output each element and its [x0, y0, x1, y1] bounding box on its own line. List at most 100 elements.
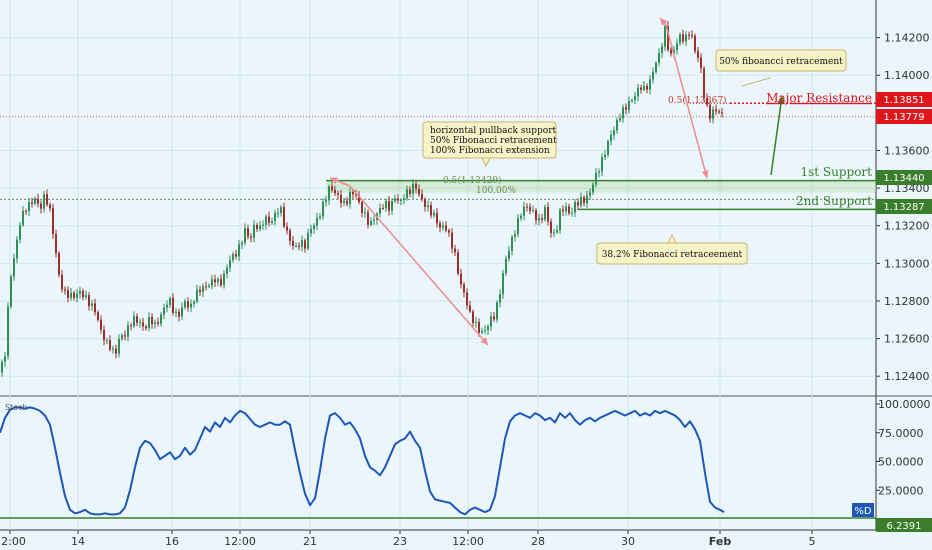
candle-body — [172, 298, 174, 313]
candle-body — [283, 207, 285, 227]
candle-body — [115, 348, 117, 354]
candle-body — [631, 100, 633, 102]
candle-body — [490, 316, 492, 327]
candle-body — [187, 301, 189, 308]
candle-body — [499, 294, 501, 303]
price-tick-label: 1.13400 — [884, 182, 930, 195]
stoch-d-tag-bg — [852, 503, 874, 517]
candle-body — [124, 335, 126, 337]
second-support-label: 2nd Support — [796, 194, 872, 208]
candle-body — [595, 172, 597, 185]
candle-body — [382, 208, 384, 210]
candle-body — [91, 303, 93, 307]
candle-body — [364, 212, 366, 214]
price-tick-label: 1.12800 — [884, 295, 930, 308]
candle-body — [262, 224, 264, 226]
candle-body — [547, 207, 549, 222]
stoch-tick-label: 25.0000 — [878, 484, 924, 497]
candle-body — [109, 340, 111, 350]
candle-body — [184, 301, 186, 308]
candle-body — [514, 234, 516, 237]
candle-body — [160, 314, 162, 324]
candle-body — [325, 200, 327, 202]
candle-body — [64, 289, 66, 291]
candle-body — [190, 303, 192, 308]
candle-body — [79, 291, 81, 294]
candle-body — [715, 109, 717, 112]
candle-body — [121, 335, 123, 340]
candle-body — [46, 194, 48, 205]
candle-body — [613, 130, 615, 136]
candle-body — [673, 50, 675, 54]
candle-body — [88, 295, 90, 307]
candle-body — [523, 206, 525, 216]
candle-body — [460, 273, 462, 285]
candle-body — [394, 198, 396, 202]
candle-body — [574, 202, 576, 213]
candle-body — [112, 348, 114, 350]
candle-body — [148, 316, 150, 329]
candle-body — [625, 107, 627, 110]
candle-body — [562, 209, 564, 212]
candle-body — [397, 198, 399, 201]
candle-body — [214, 279, 216, 283]
second-support-value: 1.13287 — [883, 202, 924, 213]
candle-body — [577, 202, 579, 206]
candle-body — [286, 226, 288, 231]
candle-body — [82, 291, 84, 298]
candle-body — [277, 212, 279, 214]
candle-body — [175, 311, 177, 313]
time-tick-label: 23 — [393, 535, 407, 548]
candle-body — [718, 111, 720, 113]
candle-body — [37, 198, 39, 204]
candle-body — [529, 206, 531, 211]
price-tick-label: 1.13000 — [884, 257, 930, 270]
candle-body — [559, 209, 561, 231]
candle-body — [307, 233, 309, 249]
fib50-text: 50% fiboancci retracement — [719, 57, 843, 67]
candle-body — [442, 225, 444, 228]
candle-body — [634, 96, 636, 101]
candle-body — [520, 215, 522, 219]
candle-body — [568, 206, 570, 214]
candle-body — [649, 79, 651, 90]
stoch-bottom-value: 6.2391 — [887, 521, 922, 532]
second-support-tag: 1.13287 — [876, 199, 932, 214]
candle-body — [463, 284, 465, 293]
candle-body — [322, 201, 324, 217]
fib382-text: 38.2% Fibonacci retraceement — [602, 250, 743, 260]
fib382-box — [596, 242, 748, 265]
candle-body — [274, 213, 276, 222]
candle-body — [655, 62, 657, 72]
candle-body — [454, 248, 456, 253]
stoch-tick-label: 75.0000 — [878, 427, 924, 440]
major-resistance-label: Major Resistance — [766, 91, 872, 105]
candle-body — [586, 195, 588, 204]
time-tick-label: 12:00 — [0, 535, 26, 548]
candle-body — [433, 212, 435, 216]
candle-body — [592, 184, 594, 193]
candle-body — [652, 71, 654, 80]
candle-body — [436, 212, 438, 224]
candle-body — [232, 254, 234, 261]
candle-body — [349, 191, 351, 205]
candle-body — [400, 200, 402, 202]
candle-body — [361, 202, 363, 213]
candle-body — [76, 293, 78, 298]
last-price-value: 1.13779 — [883, 112, 924, 123]
candle-body — [403, 198, 405, 201]
price-tick-label: 1.12600 — [884, 333, 930, 346]
candle-body — [628, 101, 630, 110]
candle-body — [208, 285, 210, 287]
candle-body — [70, 292, 72, 298]
candle-body — [7, 306, 9, 357]
candle-body — [229, 260, 231, 268]
candle-body — [142, 322, 144, 327]
price-tick-label: 1.13600 — [884, 144, 930, 157]
candle-body — [358, 195, 360, 203]
candle-body — [517, 218, 519, 235]
candle-body — [373, 219, 375, 222]
candle-body — [247, 228, 249, 237]
candle-body — [355, 194, 357, 196]
